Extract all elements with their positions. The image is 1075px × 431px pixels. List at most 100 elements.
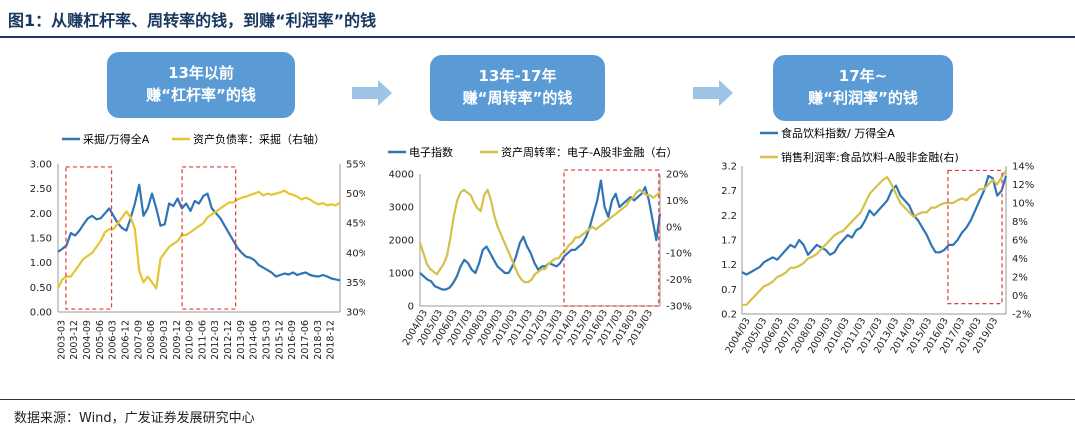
era-box-leverage-line2: 赚“杠杆率”的钱 <box>146 86 256 104</box>
y-tick-label-left: 3.00 <box>30 160 52 171</box>
x-tick-label: 2009-12 <box>172 320 183 360</box>
title-rule <box>0 36 1075 38</box>
y-tick-label-left: 1.50 <box>30 234 52 245</box>
x-tick-label: 2009-03 <box>159 320 170 360</box>
x-tick-label: 2007-09 <box>133 320 144 360</box>
y-tick-label-right: 12% <box>1012 180 1034 191</box>
x-tick-label: 2018-03 <box>313 320 324 360</box>
right-arrow-icon <box>352 80 392 106</box>
y-tick-label-right: 30% <box>346 308 365 319</box>
x-tick-label: 2005-06 <box>95 320 106 360</box>
y-tick-label-right: 2% <box>1012 273 1028 284</box>
x-tick-label: 2004-09 <box>82 320 93 360</box>
chart-food-beverage: 食品饮料指数/ 万得全A 销售利润率:食品饮料-A股非金融(右) 0.2 0.7 1… <box>721 126 1034 356</box>
legend-label: 销售利润率:食品饮料-A股非金融(右) <box>781 150 959 164</box>
x-tick-label: 2014-06 <box>249 320 260 360</box>
y-tick-label-right: 20% <box>666 170 688 181</box>
legend: 采掘/万得全A 资产负债率：采掘（右轴） <box>62 132 325 146</box>
y-tick-label-left: 0 <box>408 302 414 313</box>
footer-rule <box>0 399 1075 400</box>
y-tick-label-right: -2% <box>1012 310 1031 321</box>
era-box-turnover-line2: 赚“周转率”的钱 <box>462 89 573 107</box>
y-tick-label-right: 50% <box>346 189 365 200</box>
legend: 食品饮料指数/ 万得全A 销售利润率:食品饮料-A股非金融(右) <box>760 126 959 164</box>
y-tick-label-right: 14% <box>1012 162 1034 173</box>
y-tick-label-left: 0.00 <box>30 308 52 319</box>
legend: 电子指数 资产周转率：电子-A股非金融（右） <box>388 145 678 159</box>
era-box-margin-line1: 17年~ <box>838 67 888 85</box>
era-box-margin-line2: 赚“利润率”的钱 <box>808 89 918 107</box>
era-box-margin: 17年~ 赚“利润率”的钱 <box>773 55 953 121</box>
y-tick-label-left: 4000 <box>389 170 414 181</box>
y-tick-label-right: 45% <box>346 219 365 230</box>
right-arrow-icon <box>693 80 733 106</box>
x-tick-label: 2008-06 <box>146 320 157 360</box>
highlight-box <box>563 169 660 307</box>
legend-label: 采掘/万得全A <box>83 132 150 146</box>
y-tick-label-left: 3000 <box>389 203 414 214</box>
y-tick-label-left: 0.50 <box>30 283 52 294</box>
legend-label: 食品饮料指数/ 万得全A <box>781 126 895 140</box>
y-tick-label-left: 1.7 <box>721 236 737 247</box>
x-tick-label: 2010-09 <box>185 320 196 360</box>
y-tick-label-right: 0% <box>666 222 682 233</box>
y-tick-label-right: 55% <box>346 160 365 171</box>
y-tick-label-right: 40% <box>346 248 365 259</box>
x-tick-label: 2012-12 <box>223 320 234 360</box>
y-tick-label-right: 6% <box>1012 236 1028 247</box>
x-tick-label: 2015-12 <box>274 320 285 360</box>
legend-label: 资产周转率：电子-A股非金融（右） <box>501 145 678 159</box>
series-line <box>742 169 1007 306</box>
series-line <box>57 189 341 290</box>
series-line <box>741 174 1008 276</box>
y-tick-label-right: 10% <box>1012 199 1034 210</box>
x-tick-label: 2011-06 <box>197 320 208 360</box>
legend-label: 电子指数 <box>409 145 453 159</box>
era-box-leverage: 13年以前 赚“杠杆率”的钱 <box>107 52 295 118</box>
y-tick-label-left: 2000 <box>389 236 414 247</box>
y-tick-label-left: 0.7 <box>721 285 737 296</box>
x-tick-label: 2012-03 <box>210 320 221 360</box>
y-tick-label-right: -20% <box>666 275 692 286</box>
y-tick-label-right: -10% <box>666 249 692 260</box>
x-tick-label: 2006-12 <box>121 320 132 360</box>
era-box-turnover-line1: 13年-17年 <box>478 67 557 85</box>
highlight-box <box>181 166 237 310</box>
y-tick-label-left: 0.2 <box>721 310 737 321</box>
y-tick-label-left: 1000 <box>389 269 414 280</box>
x-tick-label: 2018-12 <box>326 320 337 360</box>
y-tick-label-right: 35% <box>346 278 365 289</box>
figure-title: 图1：从赚杠杆率、周转率的钱，到赚“利润率”的钱 <box>8 11 377 30</box>
y-tick-label-right: 0% <box>1012 291 1028 302</box>
title-bar: 图1：从赚杠杆率、周转率的钱，到赚“利润率”的钱 <box>0 0 1075 34</box>
y-tick-label-left: 2.7 <box>721 186 737 197</box>
y-tick-label-right: -30% <box>666 302 692 313</box>
x-tick-label: 2006-03 <box>108 320 119 360</box>
y-tick-label-right: 4% <box>1012 254 1028 265</box>
source-note: 数据来源：Wind，广发证券发展研究中心 <box>14 411 255 426</box>
x-tick-label: 2003-12 <box>69 320 80 360</box>
x-tick-label: 2017-06 <box>300 320 311 360</box>
x-tick-label: 2013-09 <box>236 320 247 360</box>
highlight-box <box>947 169 1003 305</box>
x-tick-label: 2016-09 <box>287 320 298 360</box>
y-tick-label-left: 3.2 <box>721 162 737 173</box>
x-tick-label: 2015-03 <box>262 320 273 360</box>
x-tick-label: 2003-03 <box>56 320 67 360</box>
era-box-leverage-line1: 13年以前 <box>168 64 234 82</box>
y-tick-label-left: 1.00 <box>30 258 52 269</box>
era-box-turnover: 13年-17年 赚“周转率”的钱 <box>430 55 605 121</box>
y-tick-label-left: 2.50 <box>30 184 52 195</box>
series-line <box>57 183 341 282</box>
y-tick-label-left: 2.00 <box>30 209 52 220</box>
highlight-box <box>65 166 113 310</box>
y-tick-label-right: 10% <box>666 196 688 207</box>
series-line <box>419 179 662 291</box>
legend-label: 资产负债率：采掘（右轴） <box>193 132 325 146</box>
series-line <box>418 188 661 284</box>
chart-mining: 采掘/万得全A 资产负债率：采掘（右轴） 0.00 0.50 1.00 1.50 2.0… <box>30 132 365 360</box>
y-tick-label-left: 1.2 <box>721 260 737 271</box>
y-tick-label-left: 2.2 <box>721 211 737 222</box>
chart-electronics: 电子指数 资产周转率：电子-A股非金融（右） 0 1000 2000 3000 4000… <box>388 145 692 348</box>
y-tick-label-right: 8% <box>1012 217 1028 228</box>
